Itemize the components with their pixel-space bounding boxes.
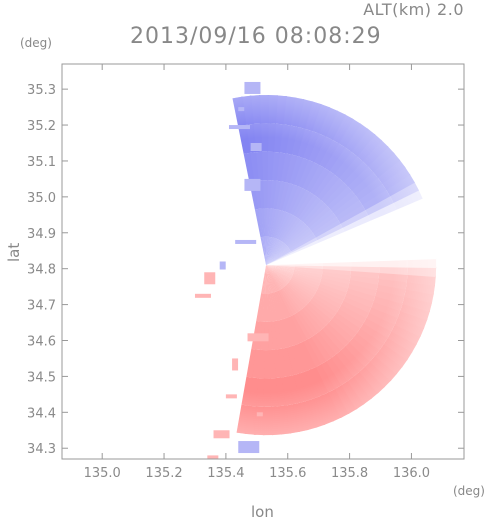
x-tick-label: 135.4	[207, 466, 244, 481]
echo-blob	[194, 293, 211, 298]
y-tick-label: 35.1	[27, 155, 56, 170]
y-tick-label: 34.4	[27, 406, 56, 421]
y-tick-label: 35.3	[27, 83, 56, 98]
x-tick-label: 135.0	[84, 466, 121, 481]
y-tick-label: 34.5	[27, 370, 56, 385]
y-tick-label: 34.3	[27, 442, 56, 457]
echo-blob	[256, 412, 263, 417]
echo-blob	[250, 143, 262, 151]
echo-blob	[213, 430, 230, 439]
echo-blob	[238, 441, 260, 454]
range-fade	[96, 95, 437, 436]
plot-frame	[61, 63, 465, 460]
echo-blob	[207, 455, 219, 459]
y-tick-label: 34.9	[27, 227, 56, 242]
echo-blob	[235, 239, 257, 244]
x-axis-label: lon	[251, 503, 274, 521]
x-tick-label: 136.0	[393, 466, 430, 481]
x-tick-label: 135.2	[145, 466, 182, 481]
echo-blob	[244, 81, 261, 94]
x-axis: 135.0 135.2 135.4 135.6 135.8 136.0	[84, 64, 430, 481]
y-axis-unit: (deg)	[20, 36, 52, 50]
chart-title-timestamp: 2013/09/16 08:08:29	[130, 24, 382, 49]
x-axis-unit: (deg)	[453, 484, 485, 498]
echo-blob	[244, 178, 261, 191]
x-tick-label: 135.6	[269, 466, 306, 481]
echo-blob	[228, 125, 250, 130]
y-tick-label: 34.8	[27, 263, 56, 278]
y-axis: 34.3 34.4 34.5 34.6 34.7 34.8 34.9 35.0 35.1 35.2…	[27, 83, 464, 457]
y-tick-label: 35.0	[27, 191, 56, 206]
echo-blob	[225, 394, 237, 399]
y-tick-label: 34.6	[27, 335, 56, 350]
echo-blob	[219, 261, 226, 270]
echo-blob	[204, 272, 216, 285]
echo-blob	[232, 358, 239, 371]
echo-blob	[238, 107, 245, 112]
echo-blob	[247, 333, 269, 342]
altitude-label: ALT(km) 2.0	[363, 0, 464, 19]
x-tick-label: 135.8	[331, 466, 368, 481]
y-tick-label: 35.2	[27, 119, 56, 134]
doppler-velocity-field	[96, 95, 437, 436]
y-tick-label: 34.7	[27, 299, 56, 314]
scattered-echoes	[194, 81, 269, 459]
